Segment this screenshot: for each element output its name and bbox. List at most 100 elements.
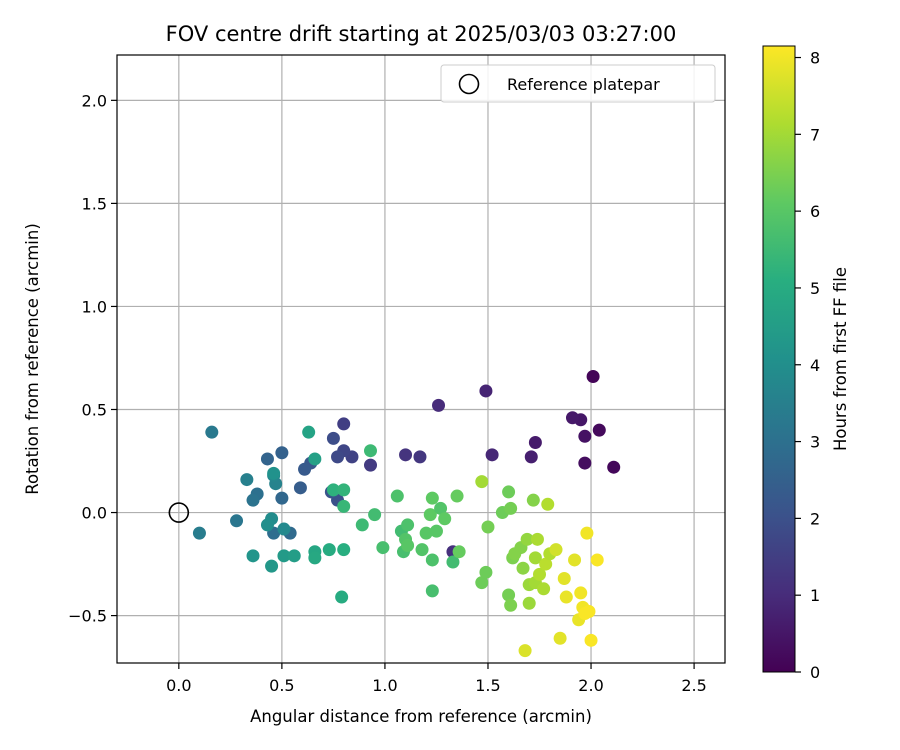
scatter-point: [260, 452, 274, 466]
scatter-point: [399, 448, 413, 462]
colorbar-tick-label: 7: [810, 125, 820, 144]
scatter-point: [335, 590, 349, 604]
scatter-point: [526, 493, 540, 507]
scatter-point: [553, 631, 567, 645]
scatter-point: [520, 532, 534, 546]
scatter-point: [230, 514, 244, 528]
scatter-point: [429, 524, 443, 538]
x-gridlines: [178, 55, 695, 663]
scatter-point: [549, 543, 563, 557]
scatter-point: [584, 633, 598, 647]
scatter-point: [337, 417, 351, 431]
scatter-point: [298, 462, 312, 476]
scatter-point: [364, 458, 378, 472]
scatter-point: [425, 491, 439, 505]
y-tick-label: 0.5: [82, 400, 107, 419]
legend-marker: [458, 73, 480, 95]
colorbar: [762, 45, 796, 673]
scatter-point: [265, 559, 279, 573]
scatter-point: [275, 491, 289, 505]
colorbar-tick-label: 5: [810, 279, 820, 298]
x-tick-label: 0.0: [166, 676, 191, 695]
scatter-point: [586, 370, 600, 384]
scatter-point: [308, 551, 322, 565]
scatter-point: [578, 456, 592, 470]
scatter-point: [574, 586, 588, 600]
scatter-point: [425, 553, 439, 567]
scatter-point: [368, 508, 382, 522]
scatter-point: [475, 475, 489, 489]
scatter-point: [530, 532, 544, 546]
y-tick-label: 0.0: [82, 504, 107, 523]
colorbar-label: Hours from first FF file: [831, 267, 850, 451]
y-tick-label: 1.0: [82, 297, 107, 316]
x-tick-label: 0.5: [269, 676, 294, 695]
scatter-point: [337, 543, 351, 557]
y-axis-label: Rotation from reference (arcmin): [23, 223, 42, 495]
x-tick-label: 1.0: [372, 676, 397, 695]
scatter-point: [438, 512, 452, 526]
scatter-point: [275, 446, 289, 460]
x-axis-ticks: 0.0 0.5 1.0 1.5 2.0 2.5: [166, 663, 707, 695]
scatter-point: [578, 429, 592, 443]
scatter-point: [326, 483, 340, 497]
scatter-point: [390, 489, 404, 503]
scatter-point: [559, 590, 573, 604]
legend: Reference platepar: [440, 64, 716, 103]
scatter-point: [524, 450, 538, 464]
scatter-point: [533, 567, 547, 581]
scatter-point: [502, 485, 516, 499]
scatter-point: [434, 501, 448, 515]
x-tick-label: 2.0: [578, 676, 603, 695]
scatter-point: [277, 549, 291, 563]
scatter-point: [518, 644, 532, 658]
scatter-point: [415, 543, 429, 557]
scatter-point: [446, 555, 460, 569]
scatter-point: [322, 543, 336, 557]
colorbar-ticks: 0 1 2 3 4 5 6 7 8: [795, 49, 820, 682]
y-tick-label: 1.5: [82, 194, 107, 213]
x-tick-label: 2.5: [681, 676, 706, 695]
scatter-point: [504, 501, 518, 515]
scatter-point: [423, 508, 437, 522]
scatter-point: [481, 520, 495, 534]
colorbar-tick-label: 6: [810, 202, 820, 221]
scatter-point: [413, 450, 427, 464]
y-gridlines: [117, 99, 725, 617]
colorbar-tick-label: 8: [810, 49, 820, 68]
scatter-point: [260, 518, 274, 532]
scatter-point: [475, 576, 489, 590]
scatter-point: [565, 411, 579, 425]
scatter-point: [425, 584, 439, 598]
scatter-point: [607, 460, 621, 474]
scatter-point: [364, 444, 378, 458]
scatter-point: [419, 526, 433, 540]
scatter-point: [580, 526, 594, 540]
colorbar-tick-label: 1: [810, 586, 820, 605]
scatter-point: [557, 571, 571, 585]
scatter-point: [502, 588, 516, 602]
scatter-point: [528, 551, 542, 565]
scatter-point: [355, 518, 369, 532]
plot-frame: [116, 54, 726, 664]
scatter-point: [539, 557, 553, 571]
colorbar-tick-label: 0: [810, 663, 820, 682]
scatter-point: [326, 431, 340, 445]
scatter-point: [541, 497, 555, 511]
scatter-point: [240, 473, 254, 487]
scatter-point: [479, 565, 493, 579]
scatter-point: [192, 526, 206, 540]
scatter-point: [277, 522, 291, 536]
reference-platepar-marker: [168, 502, 190, 523]
scatter-point: [337, 499, 351, 513]
scatter-point: [528, 435, 542, 449]
scatter-point: [293, 481, 307, 495]
scatter-point: [452, 545, 466, 559]
scatter-point: [205, 425, 219, 439]
scatter-point: [308, 452, 322, 466]
scatter-point: [432, 398, 446, 412]
scatter-point: [246, 493, 260, 507]
scatter-point: [302, 425, 316, 439]
scatter-point: [450, 489, 464, 503]
